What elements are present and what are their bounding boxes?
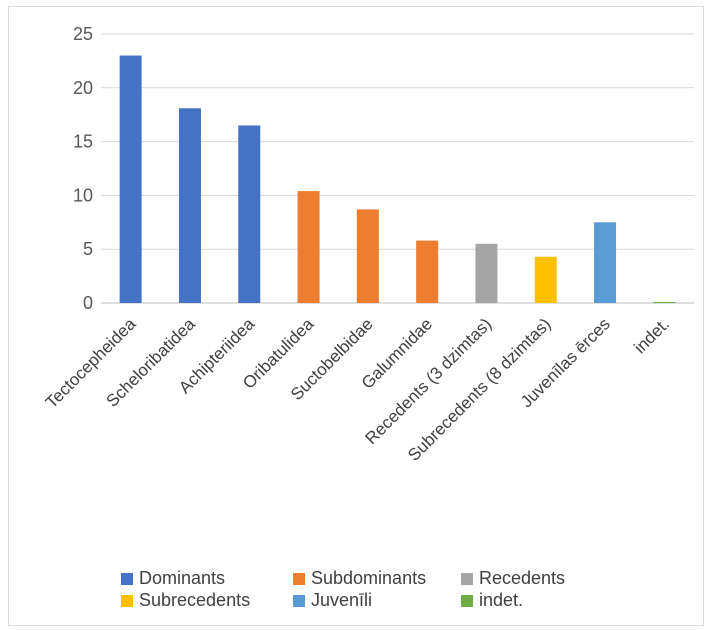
bar xyxy=(119,55,142,303)
bar xyxy=(238,125,261,304)
y-tick-label: 0 xyxy=(83,293,93,313)
y-tick-label: 5 xyxy=(83,239,93,259)
bar xyxy=(356,209,379,303)
bar xyxy=(475,243,498,303)
y-tick-label: 20 xyxy=(73,78,93,98)
y-tick-label: 10 xyxy=(73,185,93,205)
x-tick-label: indet. xyxy=(630,314,673,357)
bar xyxy=(594,222,617,303)
bar xyxy=(534,256,557,303)
bar xyxy=(416,240,439,303)
bar xyxy=(297,191,320,303)
bar xyxy=(653,301,676,303)
y-tick-label: 15 xyxy=(73,132,93,152)
y-tick-label: 25 xyxy=(73,24,93,44)
bar xyxy=(178,108,201,303)
